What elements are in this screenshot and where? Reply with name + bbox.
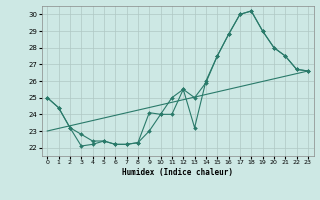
X-axis label: Humidex (Indice chaleur): Humidex (Indice chaleur) <box>122 168 233 177</box>
